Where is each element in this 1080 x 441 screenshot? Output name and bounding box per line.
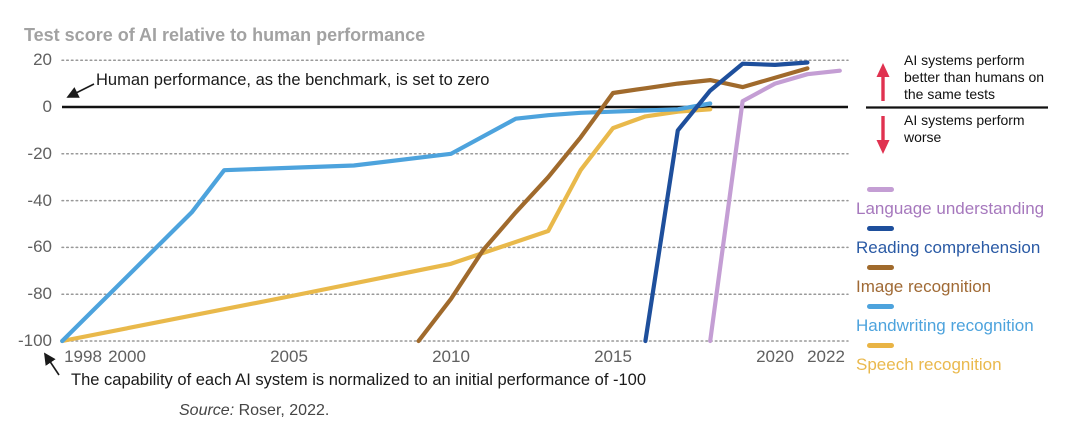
legend-entry-language-understanding: Language understanding (856, 187, 1044, 219)
normalization-note: The capability of each AI system is norm… (71, 371, 647, 389)
source-label: Source: (179, 402, 235, 419)
legend-label: Language understanding (856, 199, 1045, 218)
x-tick-label: 2020 (756, 347, 794, 366)
legend-label: Handwriting recognition (856, 316, 1034, 335)
x-tick-label: 2005 (270, 347, 308, 366)
x-tick-label: 2000 (108, 347, 146, 366)
legend-entry-reading-comprehension: Reading comprehension (856, 226, 1044, 258)
source-line: Source: Roser, 2022. (179, 402, 329, 420)
legend-swatch-icon (867, 226, 894, 231)
y-tick-label: -20 (27, 143, 52, 163)
legend-swatch-icon (867, 187, 894, 192)
series-line-language-understanding (708, 68, 842, 344)
legend-swatch-icon (867, 265, 894, 270)
x-tick-label: 2010 (432, 347, 470, 366)
legend-entry-image-recognition: Image recognition (856, 265, 1044, 297)
legend-label: Reading comprehension (856, 238, 1041, 257)
legend-label: Speech recognition (856, 355, 1002, 374)
series-line-image-recognition (416, 66, 810, 344)
y-tick-label: 0 (42, 97, 52, 116)
benchmark-note-arrow-icon (66, 83, 95, 98)
down-arrow-icon (876, 116, 890, 154)
y-tick-label: 20 (33, 50, 52, 70)
legend: Language understanding Reading comprehens… (856, 187, 1044, 382)
legend-entry-speech-recognition: Speech recognition (856, 343, 1044, 375)
panel-note-better: AI systems perform better than humans on… (904, 52, 1045, 102)
x-tick-label: 2015 (594, 347, 632, 366)
x-tick-label: 1998 (64, 347, 102, 366)
y-tick-label: -60 (27, 237, 52, 257)
y-tick-label: -80 (27, 284, 52, 304)
legend-entry-handwriting-recognition: Handwriting recognition (856, 304, 1044, 336)
normalization-note-arrow-icon (44, 352, 60, 376)
benchmark-note: Human performance, as the benchmark, is … (96, 71, 490, 89)
up-arrow-icon (876, 63, 890, 101)
series-line-reading-comprehension (643, 60, 810, 344)
chart-title: Test score of AI relative to human perfo… (24, 25, 426, 45)
series-line-handwriting-recognition (60, 101, 713, 344)
y-tick-label: -100 (17, 331, 52, 350)
legend-swatch-icon (867, 304, 894, 309)
series-lines (60, 60, 842, 344)
panel-note-worse: AI systems perform worse (904, 112, 1025, 145)
x-tick-label: 2022 (807, 347, 845, 366)
legend-swatch-icon (867, 343, 894, 348)
series-line-speech-recognition (60, 107, 713, 344)
source-value: Roser, 2022. (238, 402, 330, 419)
y-tick-label: -40 (27, 190, 52, 210)
legend-label: Image recognition (856, 277, 992, 296)
